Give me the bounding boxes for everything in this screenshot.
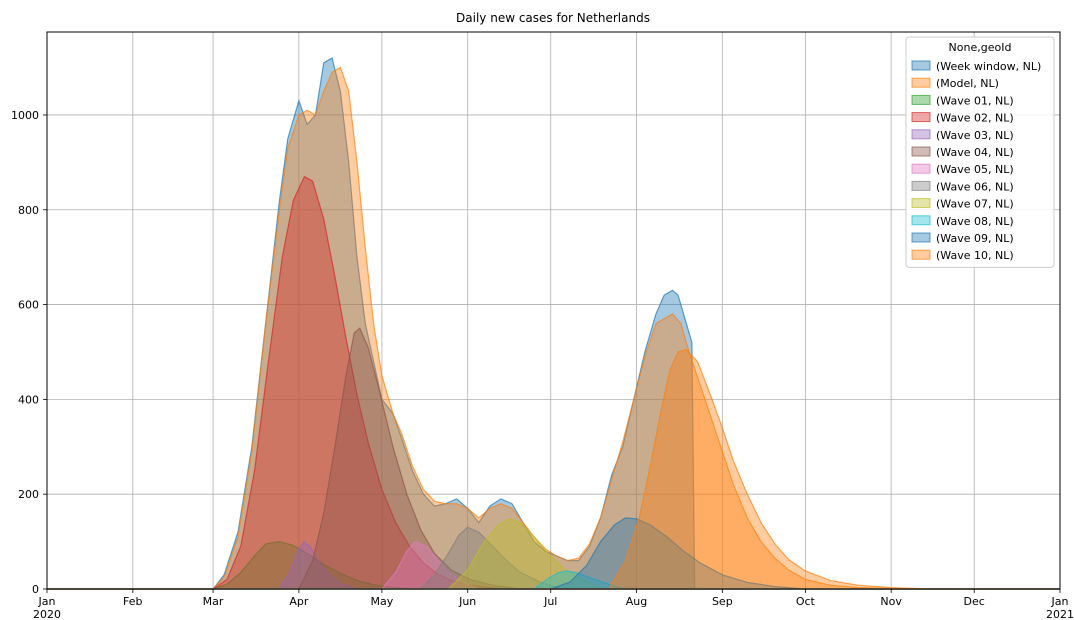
series-1-area (47, 67, 1060, 590)
x-tick-label: Jun (458, 595, 476, 608)
legend-entry-label: (Model, NL) (936, 77, 999, 90)
plot-frame (46, 31, 1061, 590)
series-10-line (47, 517, 1060, 590)
x-tick-label: Jul (543, 595, 557, 608)
legend-entry-label: (Wave 01, NL) (936, 94, 1014, 107)
legend-swatch (911, 94, 931, 105)
y-tick-label: 0 (32, 583, 39, 596)
legend-box (905, 36, 1055, 268)
legend-entry-label: (Wave 08, NL) (936, 215, 1014, 228)
x-tick-label: Aug (626, 595, 647, 608)
legend-swatch (911, 249, 931, 260)
legend-entry-label: (Wave 07, NL) (936, 198, 1014, 211)
series-4-area (47, 541, 1060, 589)
x-tick-label: Mar (203, 595, 224, 608)
legend-entry-label: (Wave 04, NL) (936, 146, 1014, 159)
x-tick-label: Nov (880, 595, 902, 608)
legend-entry-label: (Wave 06, NL) (936, 180, 1014, 193)
y-tick-label: 400 (18, 393, 39, 406)
series-1-line (47, 66, 1060, 590)
x-tick-label: Sep (712, 595, 733, 608)
y-tick-label: 1000 (11, 109, 39, 122)
legend-entry-label: (Week window, NL) (936, 60, 1041, 73)
series-2-area (47, 541, 1060, 589)
series-5-area (47, 328, 1060, 589)
legend: None,geoId (Week window, NL) (Model, NL) (W… (905, 36, 1055, 268)
series-9-area (47, 570, 1060, 589)
legend-swatch (911, 163, 931, 174)
legend-entry-label: (Wave 10, NL) (936, 249, 1014, 262)
legend-swatch (911, 129, 931, 140)
series-0-area (47, 58, 695, 589)
legend-entry-label: (Wave 05, NL) (936, 163, 1014, 176)
legend-entry-label: (Wave 03, NL) (936, 129, 1014, 142)
y-tick-label: 200 (18, 488, 39, 501)
legend-swatch (911, 232, 931, 243)
x-tick-year-label: 2021 (1046, 608, 1074, 620)
series-11-area (47, 349, 1060, 589)
x-tick-year-label: 2020 (33, 608, 61, 620)
series-3-area (47, 176, 1060, 589)
plot-areas (47, 57, 1060, 590)
legend-swatch (911, 215, 931, 226)
legend-swatch (911, 112, 931, 123)
chart-title: Daily new cases for Netherlands (456, 11, 650, 25)
x-tick-label: Jan (1051, 595, 1069, 608)
series-9-line (47, 570, 1060, 590)
series-4-line (47, 540, 1060, 590)
legend-swatch (911, 180, 931, 191)
series-8-line (47, 518, 1060, 590)
x-tick-label: Dec (964, 595, 985, 608)
series-5-line (47, 327, 1060, 590)
series-7-line (47, 526, 1060, 590)
legend-swatch (911, 146, 931, 157)
y-tick-label: 800 (18, 204, 39, 217)
series-3-line (47, 175, 1060, 590)
legend-swatch (911, 60, 931, 71)
series-11-line (47, 348, 1060, 590)
x-tick-label: Jan (38, 595, 56, 608)
x-tick-label: Oct (796, 595, 816, 608)
series-6-line (47, 540, 1060, 590)
legend-swatch (911, 77, 931, 88)
legend-entry-label: (Wave 02, NL) (936, 112, 1014, 125)
series-2-line (47, 540, 1060, 590)
x-tick-label: Apr (289, 595, 309, 608)
legend-swatch (911, 198, 931, 209)
x-tick-label: Feb (123, 595, 142, 608)
x-tick-label: May (371, 595, 394, 608)
y-tick-label: 600 (18, 299, 39, 312)
legend-entry-label: (Wave 09, NL) (936, 232, 1014, 245)
legend-title: None,geoId (949, 41, 1012, 54)
